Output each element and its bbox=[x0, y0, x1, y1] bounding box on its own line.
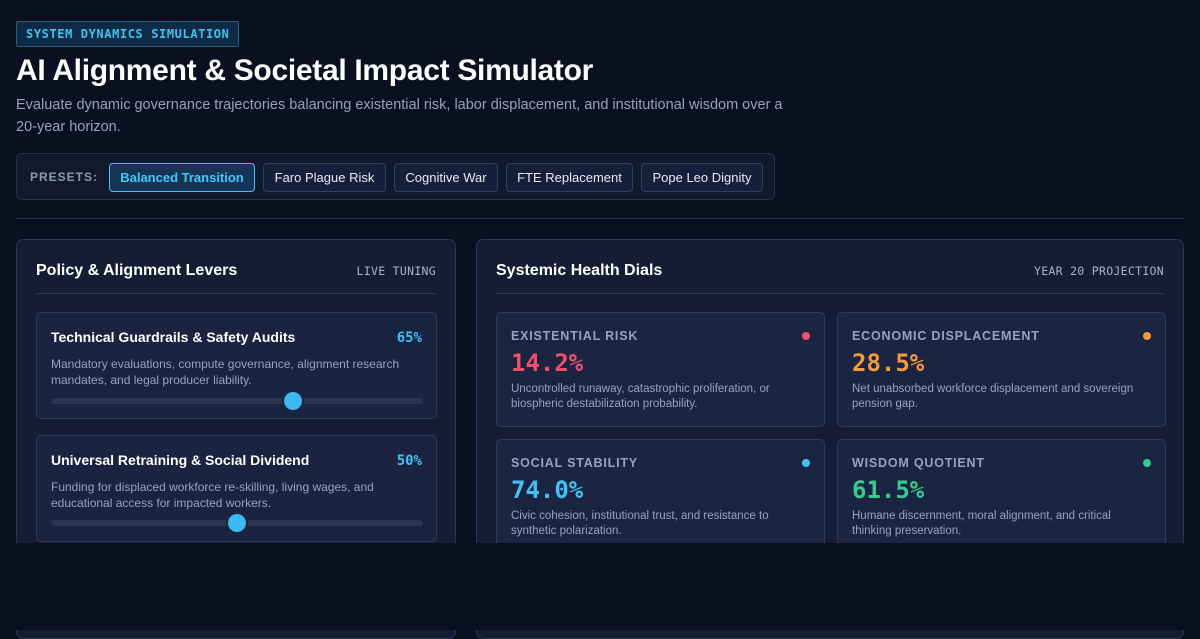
dial-label: ECONOMIC DISPLACEMENT bbox=[852, 329, 1040, 343]
status-dot-icon bbox=[802, 332, 810, 340]
levers-panel-rule bbox=[36, 293, 436, 294]
guardrails-slider-thumb[interactable] bbox=[283, 392, 302, 410]
lever-title: Universal Retraining & Social Dividend bbox=[51, 452, 310, 468]
dial-value: 28.5% bbox=[852, 349, 925, 377]
lever-description: Mandatory evaluations, compute governanc… bbox=[51, 357, 400, 387]
dial-description: Net unabsorbed workforce displacement an… bbox=[852, 383, 1134, 410]
presets-bar: PRESETS: Balanced Transition Faro Plague… bbox=[16, 153, 775, 200]
dial-wisdom-quotient: WISDOM QUOTIENT 61.5% Humane discernment… bbox=[837, 439, 1166, 554]
dial-description: Humane discernment, moral alignment, and… bbox=[852, 510, 1111, 537]
retraining-slider-thumb[interactable] bbox=[228, 514, 246, 532]
dial-label: WISDOM QUOTIENT bbox=[852, 456, 985, 470]
dial-value: 61.5% bbox=[852, 476, 925, 504]
levers-panel-meta: LIVE TUNING bbox=[356, 264, 436, 278]
lever-card-guardrails: Technical Guardrails & Safety Audits 65%… bbox=[36, 312, 437, 419]
lever-card-retraining: Universal Retraining & Social Dividend 5… bbox=[36, 435, 437, 542]
dial-social-stability: SOCIAL STABILITY 74.0% Civic cohesion, i… bbox=[496, 439, 825, 554]
page-title: AI Alignment & Societal Impact Simulator bbox=[16, 54, 593, 87]
page-bottom-background bbox=[0, 543, 1200, 630]
guardrails-slider-track[interactable] bbox=[51, 392, 423, 410]
dial-description: Civic cohesion, institutional trust, and… bbox=[511, 510, 769, 537]
page-subtitle: Evaluate dynamic governance trajectories… bbox=[16, 97, 783, 135]
preset-faro-plague-risk-button[interactable]: Faro Plague Risk bbox=[263, 163, 386, 192]
dial-existential-risk: EXISTENTIAL RISK 14.2% Uncontrolled runa… bbox=[496, 312, 825, 427]
preset-cognitive-war-button[interactable]: Cognitive War bbox=[394, 163, 498, 192]
status-dot-icon bbox=[1143, 459, 1151, 467]
preset-fte-replacement-button[interactable]: FTE Replacement bbox=[506, 163, 633, 192]
dial-economic-displacement: ECONOMIC DISPLACEMENT 28.5% Net unabsorb… bbox=[837, 312, 1166, 427]
lever-value: 65% bbox=[396, 330, 422, 346]
dials-panel-meta: YEAR 20 PROJECTION bbox=[1033, 264, 1164, 278]
dial-label: SOCIAL STABILITY bbox=[511, 456, 638, 470]
dials-panel-rule bbox=[496, 293, 1164, 294]
lever-title: Technical Guardrails & Safety Audits bbox=[51, 329, 296, 345]
status-dot-icon bbox=[802, 459, 810, 467]
header-tag: SYSTEM DYNAMICS SIMULATION bbox=[16, 21, 240, 47]
section-divider bbox=[16, 218, 1184, 219]
dial-label: EXISTENTIAL RISK bbox=[511, 329, 639, 343]
lever-description: Funding for displaced workforce re-skill… bbox=[51, 480, 374, 510]
lever-value: 50% bbox=[396, 453, 422, 469]
levers-panel-title: Policy & Alignment Levers bbox=[36, 262, 238, 279]
dial-value: 74.0% bbox=[511, 476, 584, 504]
status-dot-icon bbox=[1143, 332, 1151, 340]
retraining-slider-track[interactable] bbox=[51, 514, 423, 532]
dial-description: Uncontrolled runaway, catastrophic proli… bbox=[511, 383, 770, 410]
presets-label: PRESETS: bbox=[30, 170, 99, 184]
preset-balanced-transition-button[interactable]: Balanced Transition bbox=[109, 163, 255, 192]
preset-pope-leo-dignity-button[interactable]: Pope Leo Dignity bbox=[641, 163, 763, 192]
levers-panel: Policy & Alignment Levers LIVE TUNING Te… bbox=[16, 239, 456, 639]
dial-value: 14.2% bbox=[511, 349, 584, 377]
dials-panel-title: Systemic Health Dials bbox=[496, 262, 663, 279]
